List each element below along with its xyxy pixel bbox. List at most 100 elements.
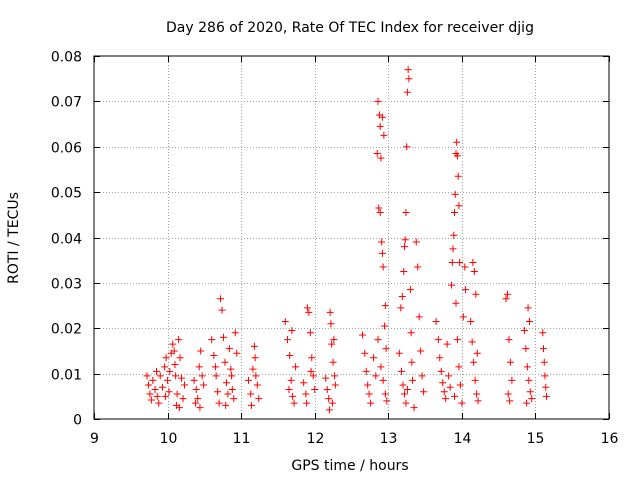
data-point <box>449 245 457 253</box>
data-point <box>505 336 513 344</box>
data-point <box>228 386 236 394</box>
data-point <box>381 302 389 310</box>
data-point <box>474 397 482 405</box>
data-point <box>417 347 425 355</box>
data-point <box>542 392 550 400</box>
y-tick-label: 0 <box>73 413 82 429</box>
data-point <box>506 397 514 405</box>
data-point <box>162 354 170 362</box>
data-point <box>367 399 375 407</box>
data-point <box>198 372 206 380</box>
data-point <box>461 263 469 271</box>
data-point <box>540 345 548 353</box>
data-point <box>222 401 230 409</box>
grid <box>94 56 609 419</box>
y-axis-label: ROTI / TECUs <box>6 192 22 284</box>
plot-frame <box>93 55 610 420</box>
data-point <box>169 340 177 348</box>
data-point <box>468 338 476 346</box>
data-point <box>526 317 534 325</box>
data-point <box>381 390 389 398</box>
data-point <box>197 347 205 355</box>
data-point <box>405 75 413 83</box>
data-point <box>173 390 181 398</box>
data-point <box>377 154 385 162</box>
data-point <box>469 258 477 266</box>
data-point <box>200 381 208 389</box>
data-point <box>285 386 293 394</box>
data-point <box>361 349 369 357</box>
data-point <box>525 376 533 384</box>
data-point <box>195 363 203 371</box>
x-tick-label: 10 <box>160 431 178 447</box>
data-point <box>172 372 180 380</box>
data-point <box>303 399 311 407</box>
data-point <box>158 383 166 391</box>
x-tick-label: 15 <box>527 431 545 447</box>
data-point <box>410 404 418 412</box>
data-point <box>245 376 252 384</box>
data-point <box>300 379 308 387</box>
data-point <box>225 345 233 353</box>
data-point <box>434 336 442 344</box>
data-point <box>325 406 333 414</box>
data-point <box>407 329 415 337</box>
chart-title: Day 286 of 2020, Rate Of TEC Index for r… <box>166 20 534 36</box>
data-point <box>222 379 230 387</box>
data-point <box>408 358 416 366</box>
data-point <box>412 238 420 246</box>
x-axis-label: GPS time / hours <box>291 458 408 474</box>
data-point <box>302 390 310 398</box>
data-point <box>219 333 227 341</box>
data-point <box>362 367 370 375</box>
data-point <box>166 367 174 375</box>
data-point <box>221 358 229 366</box>
data-point <box>414 263 422 271</box>
data-point <box>210 351 218 359</box>
data-point <box>437 367 445 375</box>
y-tick-label: 0.03 <box>51 277 82 293</box>
data-point <box>402 399 410 407</box>
data-point <box>253 381 261 389</box>
data-point <box>156 372 164 380</box>
data-point <box>196 404 204 412</box>
data-point <box>247 401 255 409</box>
data-point <box>161 392 169 400</box>
data-point <box>147 396 155 404</box>
data-point <box>542 383 550 391</box>
data-point <box>453 138 461 146</box>
x-tick-label: 12 <box>307 431 325 447</box>
data-point <box>370 354 378 362</box>
data-point <box>307 367 315 375</box>
data-point <box>250 342 258 350</box>
data-point <box>402 209 410 217</box>
data-point <box>230 395 238 403</box>
data-point <box>365 390 373 398</box>
data-point <box>217 295 225 303</box>
data-point <box>459 313 467 321</box>
data-point <box>364 381 372 389</box>
data-point <box>283 336 291 344</box>
data-point <box>290 399 298 407</box>
x-tick-label: 13 <box>380 431 398 447</box>
data-point <box>436 354 444 362</box>
data-point <box>165 388 173 396</box>
data-point <box>144 381 152 389</box>
data-point <box>151 386 159 394</box>
data-point <box>153 392 161 400</box>
data-point <box>522 345 530 353</box>
data-point <box>456 381 464 389</box>
data-point <box>448 258 456 266</box>
data-point <box>306 329 314 337</box>
data-point <box>454 172 462 180</box>
data-point <box>539 329 547 337</box>
data-point <box>146 390 154 398</box>
data-point <box>404 66 412 74</box>
data-point <box>308 354 316 362</box>
data-point <box>325 395 333 403</box>
data-point <box>192 399 200 407</box>
data-point <box>379 263 387 271</box>
data-point <box>381 322 389 330</box>
data-point <box>378 238 386 246</box>
